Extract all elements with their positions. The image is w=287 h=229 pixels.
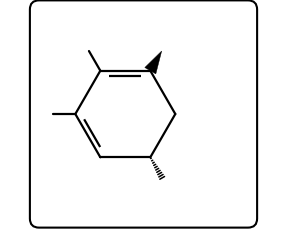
Polygon shape: [145, 52, 162, 75]
